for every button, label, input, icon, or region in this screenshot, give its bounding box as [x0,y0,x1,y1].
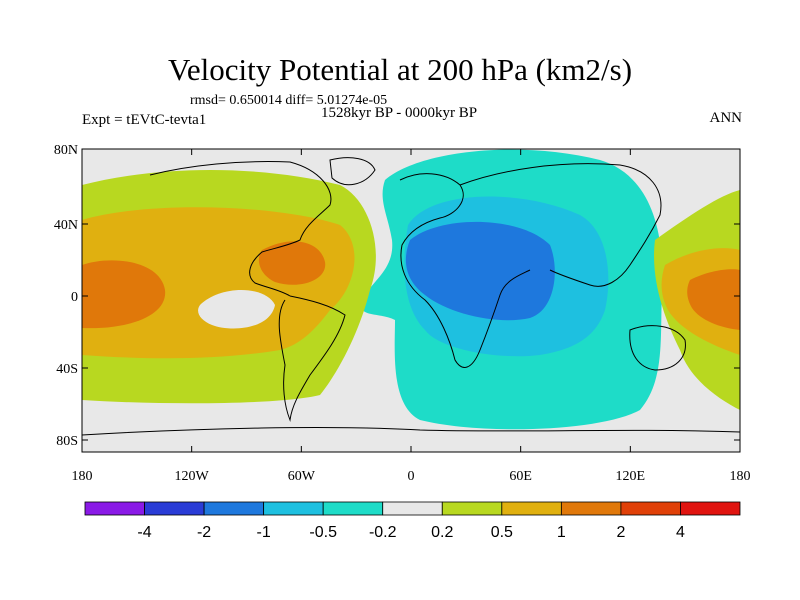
contour-negative-1 [405,221,555,321]
colorbar-swatch [680,501,741,516]
colorbar: -4 -2 -1 -0.5 -0.2 0.2 0.5 1 2 4 [84,501,741,541]
colorbar-label: -0.2 [369,524,397,541]
colorbar-label: 2 [616,524,625,541]
coast-australia [629,325,686,371]
lon-tick-label: 120W [175,469,210,484]
colorbar-swatch [144,501,205,516]
colorbar-label: 1 [557,524,566,541]
lon-tick-label: 60E [509,469,532,484]
lat-tick-label: 80N [54,143,78,158]
lon-tick-label: 180 [72,469,93,484]
lat-tick-label: 0 [71,290,78,305]
lat-tick-label: 80S [56,434,78,449]
season-label: ANN [709,110,743,126]
colorbar-swatch [560,501,622,516]
coast-antarctica [82,427,740,436]
contour-positive-1 [82,260,166,329]
contour-positive-1-east [687,269,740,330]
period-subtitle: 1528kyr BP - 0000kyr BP [321,105,478,121]
coast-asia [459,163,662,287]
coastlines [82,157,740,436]
colorbar-swatch [501,501,562,516]
colorbar-label: -1 [257,524,271,541]
longitude-axis: 180 120W 60W 0 60E 120E 180 [72,149,751,484]
contour-field [82,149,740,452]
coast-north-america [149,161,332,297]
colorbar-label: -0.5 [309,524,337,541]
lon-tick-label: 180 [730,469,751,484]
neutral-hole [198,290,275,329]
colorbar-swatch [382,501,443,516]
colorbar-swatch [441,501,503,516]
map-title: Velocity Potential at 200 hPa (km2/s) [167,52,633,87]
stats-subtitle: rmsd= 0.650014 diff= 5.01274e-05 [190,93,388,108]
colorbar-label: -4 [137,524,151,541]
colorbar-label: 0.2 [431,524,453,541]
colorbar-label: -2 [197,524,211,541]
coast-europe-africa [399,173,531,368]
experiment-label: Expt = tEVtC-tevta1 [82,112,207,128]
colorbar-swatch [322,501,384,516]
lat-tick-label: 40S [56,362,78,377]
coast-greenland [329,157,376,186]
lon-tick-label: 0 [408,469,415,484]
contour-positive-1-caribbean [258,241,326,285]
colorbar-swatch [203,501,265,516]
lat-tick-label: 40N [54,218,78,233]
colorbar-swatch [263,501,324,516]
colorbar-label: 4 [676,524,685,541]
latitude-axis: 80N 40N 0 40S 80S [54,143,740,449]
coast-south-america [278,295,346,422]
lon-tick-label: 60W [288,469,316,484]
colorbar-label: 0.5 [491,524,513,541]
lon-tick-label: 120E [616,469,646,484]
colorbar-swatch [620,501,681,516]
colorbar-swatch [84,501,145,516]
